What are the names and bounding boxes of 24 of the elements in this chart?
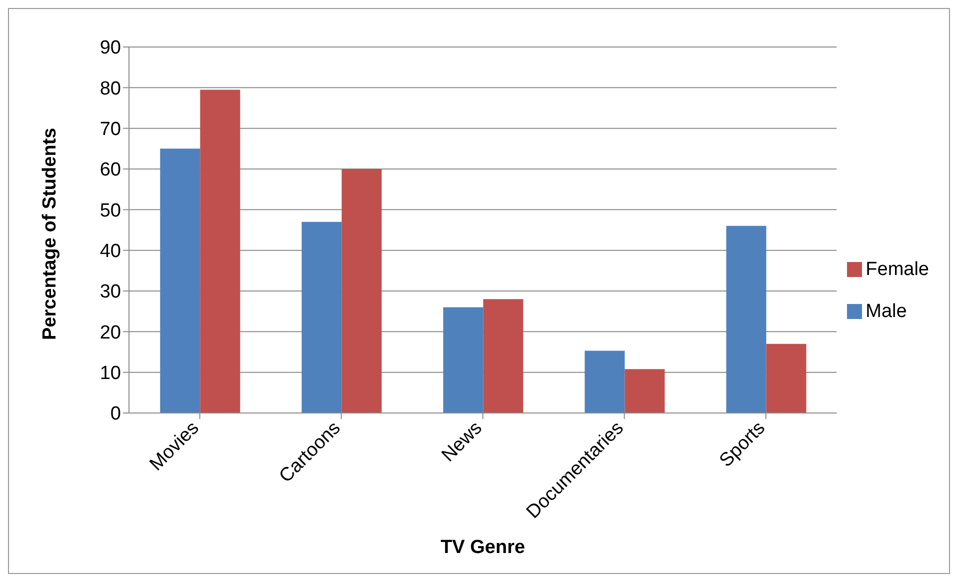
bar	[624, 369, 665, 413]
y-tick-label: 60	[100, 160, 121, 181]
bar	[584, 350, 625, 413]
legend-label: Female	[866, 259, 929, 280]
bar	[483, 299, 524, 413]
y-tick-label: 30	[100, 282, 121, 303]
y-tick-label: 0	[110, 404, 121, 425]
bar	[726, 226, 766, 413]
y-tick-label: 40	[100, 241, 121, 262]
bar	[200, 90, 240, 413]
legend-label: Male	[866, 301, 907, 322]
x-axis-title: TV Genre	[440, 537, 526, 558]
bar	[443, 307, 484, 413]
bar	[342, 169, 382, 413]
y-tick-label: 80	[100, 78, 121, 100]
y-tick-label: 70	[100, 119, 121, 140]
y-tick-label: 90	[100, 38, 121, 59]
y-axis-title: Percentage of Students	[40, 128, 61, 340]
bar	[302, 222, 342, 413]
y-tick-label: 50	[100, 200, 121, 222]
y-tick-label: 20	[100, 322, 121, 344]
bar	[766, 344, 806, 413]
y-tick-label: 10	[100, 363, 121, 384]
bar	[160, 148, 200, 413]
